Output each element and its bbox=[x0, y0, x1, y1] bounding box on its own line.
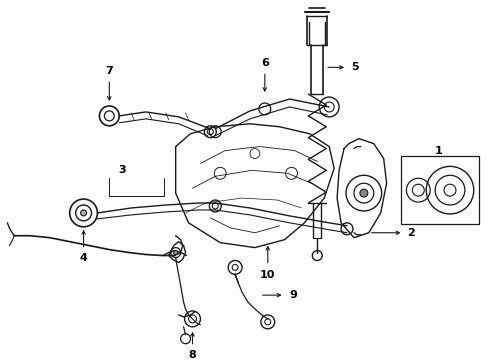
Circle shape bbox=[360, 189, 368, 197]
Text: 7: 7 bbox=[105, 66, 113, 76]
Circle shape bbox=[173, 251, 178, 255]
Text: 5: 5 bbox=[351, 62, 359, 72]
Bar bbox=[401, 157, 479, 224]
Text: 4: 4 bbox=[80, 253, 88, 264]
Text: 6: 6 bbox=[261, 58, 269, 68]
Text: 10: 10 bbox=[260, 270, 275, 280]
Text: 1: 1 bbox=[434, 145, 442, 156]
Text: 9: 9 bbox=[290, 290, 297, 300]
Text: 2: 2 bbox=[408, 228, 415, 238]
Text: 8: 8 bbox=[189, 350, 196, 360]
Circle shape bbox=[80, 210, 87, 216]
Text: 3: 3 bbox=[119, 165, 126, 175]
